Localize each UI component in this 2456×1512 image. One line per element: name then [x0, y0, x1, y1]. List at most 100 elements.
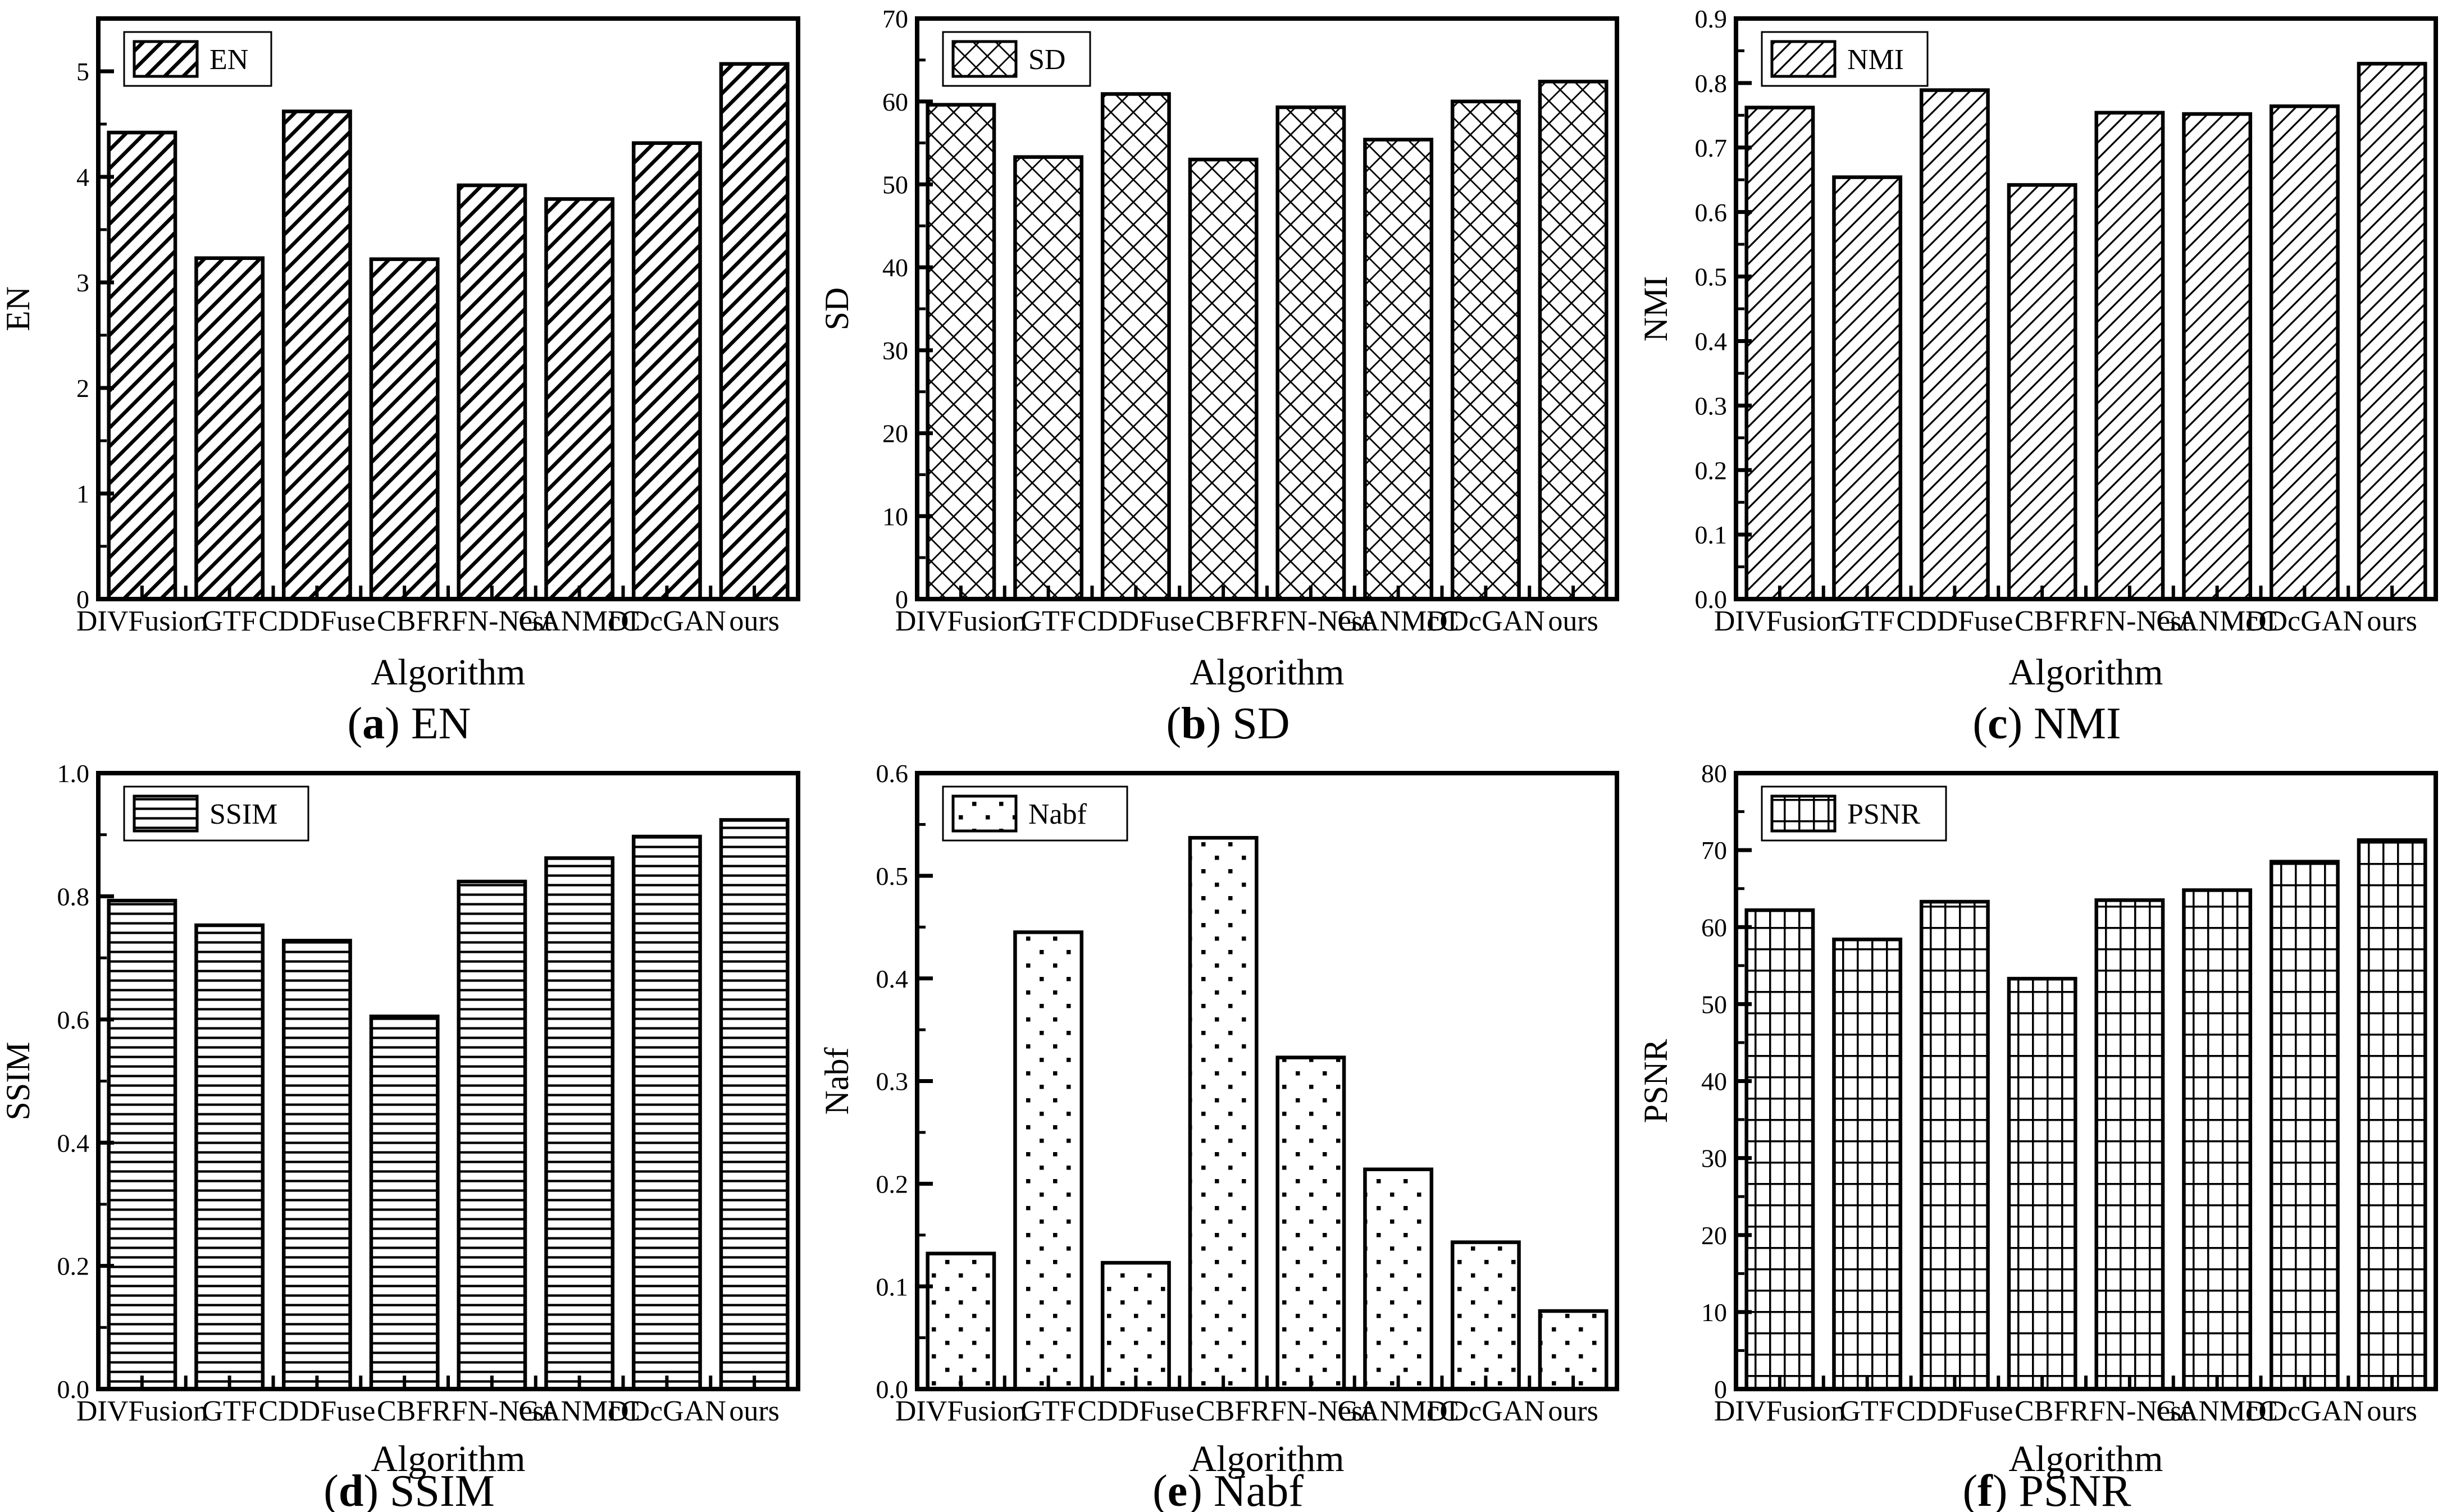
panel-caption-name: SD: [1232, 699, 1289, 748]
legend-swatch: [951, 40, 1018, 78]
bar-ganmcc: [2182, 112, 2253, 601]
y-tick-label: 20: [1701, 1221, 1727, 1250]
x-tick-label: RFN-Nest: [1251, 1395, 1371, 1427]
panel-caption-letter: a: [362, 699, 385, 748]
x-tick-label: DDcGAN: [1427, 1395, 1545, 1427]
x-tick-label: ours: [1548, 1395, 1598, 1427]
x-tick-label: RFN-Nest: [432, 1395, 552, 1427]
subplot-c-nmi: 0.0 0.1 0.2 0.3 0.4 0.5 0.6 0.7 0.8 0.9 DIVFusion G…: [1638, 0, 2456, 756]
panel-caption: (a) EN: [348, 699, 471, 748]
bar-gtf: [1832, 937, 1903, 1391]
bar-divfusion: [1744, 106, 1815, 601]
x-tick-label: CDDFuse: [258, 605, 375, 637]
bar-ours: [2357, 62, 2427, 601]
bar-divfusion: [107, 898, 177, 1391]
panel-caption: (c) NMI: [1972, 699, 2121, 748]
x-tick-label: DDcGAN: [608, 1395, 726, 1427]
y-tick-label: 0.4: [57, 1129, 90, 1157]
bar-cddfuse: [1100, 92, 1171, 601]
x-tick-label: RFN-Nest: [1251, 605, 1371, 637]
subplot-b-sd: 0 10 20 30 40 50 60 70 DIVFusion GTF CDDFuse CBF RFN…: [819, 0, 1637, 756]
y-tick-label: 0.4: [1695, 327, 1728, 356]
y-tick-label: 50: [1701, 990, 1727, 1018]
bar-cddfuse: [1919, 88, 1990, 601]
legend-swatch: [133, 40, 199, 78]
x-tick-label: ours: [2367, 1395, 2417, 1427]
x-tick-label: DDcGAN: [608, 605, 726, 637]
bar-ganmcc: [544, 856, 615, 1391]
bar-ours: [719, 62, 790, 601]
y-tick-label: 0.4: [876, 965, 909, 993]
bar-divfusion: [926, 103, 996, 601]
chart-canvas-nmi: 0.00.10.20.30.40.50.60.70.80.9DIVFusionG…: [1638, 4, 2438, 748]
bar-gtf: [1013, 155, 1084, 601]
x-tick-label: GTF: [1021, 605, 1076, 637]
y-tick-label: 4: [76, 163, 89, 191]
y-tick-label: 0: [76, 585, 89, 614]
y-tick-label: 0: [1714, 1375, 1727, 1404]
bar-cddfuse: [281, 939, 352, 1391]
bar-rfn-nest: [1275, 1056, 1346, 1391]
y-tick-label: 0.3: [1695, 391, 1728, 420]
legend-swatch: [133, 794, 199, 833]
plot-frame: [96, 16, 800, 601]
bar-cbf: [2007, 183, 2077, 601]
bar-ganmcc: [1363, 1167, 1434, 1391]
y-tick-label: 70: [882, 4, 908, 33]
bar-ddcgan: [631, 141, 702, 601]
y-tick-label: 0.2: [57, 1252, 90, 1281]
y-tick-label: 0.3: [876, 1067, 909, 1096]
y-tick-label: 2: [76, 374, 89, 403]
y-tick-label: 0.0: [1695, 585, 1728, 614]
y-tick-label: 0: [895, 585, 908, 614]
x-tick-label: CBF: [1196, 605, 1251, 637]
bar-rfn-nest: [457, 879, 527, 1391]
y-tick-label: 0.0: [876, 1375, 909, 1404]
y-tick-label: 30: [1701, 1144, 1727, 1173]
bar-ours: [1538, 80, 1609, 601]
bar-cbf: [369, 257, 440, 601]
x-axis-label: Algorithm: [371, 1438, 526, 1479]
legend-label: NMI: [1847, 44, 1904, 76]
x-tick-label: CDDFuse: [1077, 605, 1194, 637]
x-tick-label: CDDFuse: [1896, 1395, 2013, 1427]
bar-cbf: [369, 1015, 440, 1391]
panel-caption-name: PSNR: [2018, 1467, 2131, 1512]
subplot-f-psnr: 0 10 20 30 40 50 60 70 80 DIVFusion GTF CDDFuse CBF R…: [1638, 756, 2456, 1512]
x-tick-label: DIVFusion: [1714, 1395, 1846, 1427]
y-tick-label: 40: [1701, 1067, 1727, 1096]
panel-caption-name: Nabf: [1214, 1467, 1304, 1512]
x-tick-label: ours: [729, 605, 780, 637]
y-tick-label: 70: [1701, 836, 1727, 865]
y-axis-label: EN: [0, 286, 37, 331]
bar-cddfuse: [1919, 899, 1990, 1391]
subplot-a-en: 0 1 2 3 4 5 DIVFusion GTF CDDFuse CBF RFN-Nest GANM…: [0, 0, 818, 756]
panel-caption-name: EN: [411, 699, 471, 748]
bar-ganmcc: [1363, 138, 1434, 601]
bar-ddcgan: [1450, 1240, 1521, 1391]
panel-caption-letter: e: [1168, 1467, 1188, 1512]
x-tick-label: GTF: [1840, 1395, 1895, 1427]
panel-caption-name: NMI: [2034, 699, 2121, 748]
x-tick-label: RFN-Nest: [2070, 1395, 2190, 1427]
bar-ganmcc: [2182, 888, 2253, 1391]
bar-gtf: [1832, 175, 1903, 601]
x-tick-label: DIVFusion: [895, 1395, 1027, 1427]
x-tick-label: GTF: [1021, 1395, 1076, 1427]
y-tick-label: 0.9: [1695, 4, 1728, 33]
y-tick-label: 10: [1701, 1298, 1727, 1327]
bar-gtf: [1013, 930, 1084, 1391]
panel-caption: (f) PSNR: [1962, 1467, 2131, 1512]
x-tick-label: GANMcC: [2156, 1395, 2278, 1427]
bar-gtf: [194, 256, 265, 601]
panel-caption-name: SSIM: [390, 1467, 495, 1512]
legend-swatch: [951, 794, 1018, 833]
subplot-d-ssim: 0.0 0.2 0.4 0.6 0.8 1.0 DIVFusion GTF CDDFuse CBF…: [0, 756, 818, 1512]
x-tick-label: CBF: [1196, 1395, 1251, 1427]
x-tick-label: GANMcC: [1337, 605, 1459, 637]
x-tick-label: CDDFuse: [1896, 605, 2013, 637]
legend-label: SSIM: [209, 798, 277, 830]
